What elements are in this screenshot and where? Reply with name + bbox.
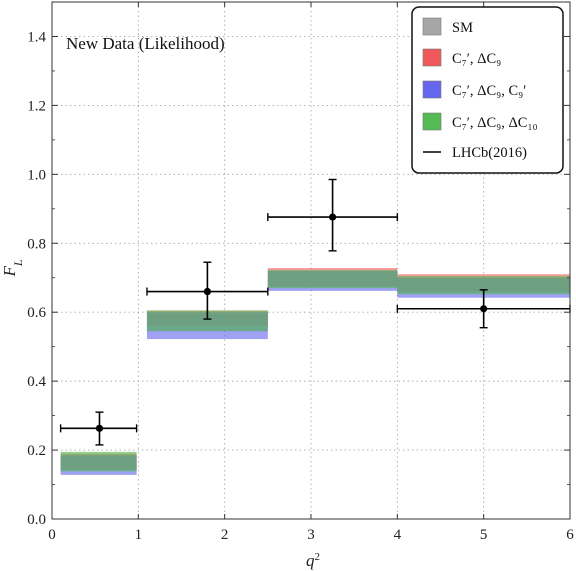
legend-entries: SM C₇′, ΔC₉ C₇′, ΔC₉, C₉′ C₇′, ΔC₉, ΔC₁₀ LHC… — [422, 17, 538, 161]
band-2 — [146, 310, 268, 332]
legend-label: C₇′, ΔC₉, ΔC₁₀ — [452, 115, 538, 131]
legend-label: C₇′, ΔC₉, C₉′ — [452, 83, 526, 99]
bands — [60, 268, 570, 475]
x-tick-label: 2 — [221, 527, 229, 543]
x-axis-label: q2 — [306, 551, 320, 570]
legend: SM C₇′, ΔC₉ C₇′, ΔC₉, C₉′ C₇′, ΔC₉, ΔC₁₀ LHC… — [411, 6, 564, 174]
y-tick-label: 0.4 — [27, 374, 46, 390]
legend-box — [411, 6, 564, 174]
legend-swatch — [422, 17, 442, 36]
band-4 — [397, 276, 570, 295]
legend-label: SM — [452, 20, 473, 36]
x-tick-label: 1 — [135, 527, 143, 543]
legend-label: C₇′, ΔC₉ — [452, 51, 501, 67]
legend-swatch — [422, 80, 442, 99]
data-point — [95, 424, 104, 432]
legend-swatch — [422, 112, 442, 131]
x-tick-label: 5 — [480, 527, 488, 543]
y-tick-label: 1.2 — [27, 98, 46, 114]
y-tick-label: 0.0 — [27, 512, 46, 528]
grid — [52, 2, 570, 519]
data-point — [480, 305, 488, 313]
band-1 — [60, 451, 137, 472]
y-tick-label: 1.0 — [27, 167, 46, 183]
legend-label: LHCb(2016) — [452, 145, 527, 161]
band-3 — [267, 270, 398, 289]
x-tick-label: 4 — [394, 527, 402, 543]
x-tick-label: 6 — [566, 527, 574, 543]
x-tick-label: 3 — [307, 527, 315, 543]
y-tick-label: 0.6 — [27, 305, 46, 321]
x-tick-label: 0 — [48, 527, 56, 543]
y-axis-label: FL — [0, 259, 25, 277]
y-tick-label: 0.8 — [27, 236, 46, 252]
chart-annotation: New Data (Likelihood) — [66, 34, 225, 53]
y-tick-label: 0.2 — [27, 443, 46, 459]
measurement-points — [59, 178, 571, 446]
ticks: 0 1 2 3 4 5 6 0.0 0.2 0.4 0.6 0.8 1.0 1.2 1.4 — [27, 1, 574, 543]
data-point — [328, 213, 337, 221]
y-tick-label: 1.4 — [27, 29, 46, 45]
legend-swatch — [422, 48, 442, 67]
data-point — [203, 287, 211, 296]
